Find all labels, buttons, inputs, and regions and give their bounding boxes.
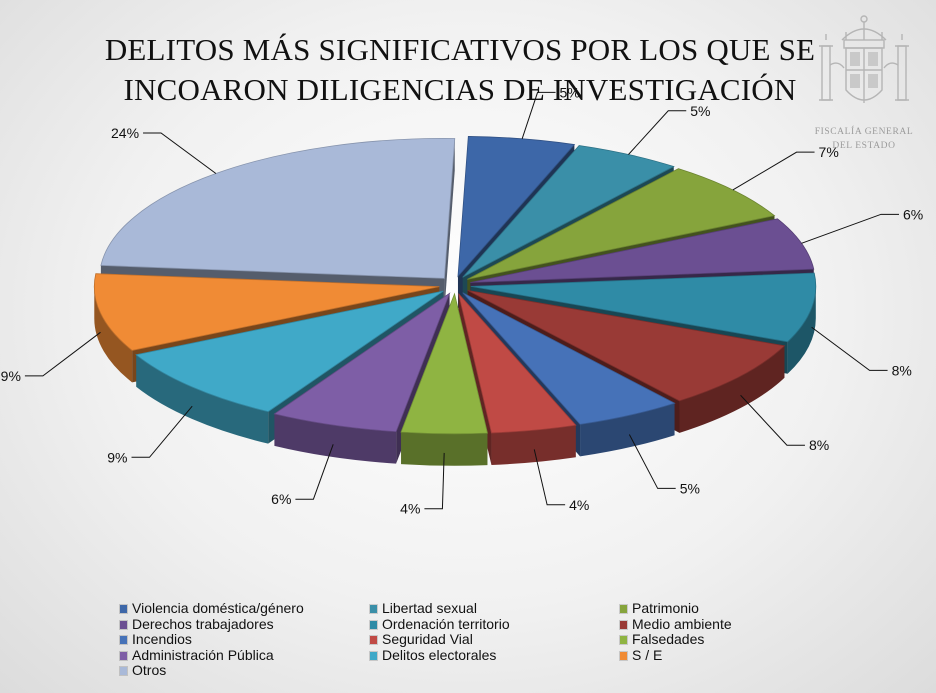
leader-line (295, 444, 334, 500)
leader-line (143, 132, 217, 174)
data-label: 24% (111, 125, 139, 141)
pie-slice-seguridad-vial (458, 293, 577, 434)
legend-item-falsedades: Falsedades (620, 632, 704, 647)
pie-slice-falsedades (400, 292, 488, 435)
pie-slice-rim-administracion-publica (274, 413, 397, 464)
pie-slice-s-e (93, 273, 440, 351)
data-label: 8% (809, 437, 829, 453)
leader-line (740, 394, 805, 446)
legend-swatch (120, 636, 127, 644)
chart-title: DELITOS MÁS SIGNIFICATIVOS POR LOS QUE S… (60, 30, 860, 110)
legend-label: Falsedades (632, 631, 705, 647)
emblem-text-line-2: DEL ESTADO (832, 141, 896, 151)
legend-label: Violencia doméstica/género (132, 600, 304, 616)
legend-swatch (120, 651, 127, 660)
data-label: 8% (892, 362, 912, 378)
legend-label: Otros (132, 662, 167, 678)
data-label: 5% (690, 103, 710, 119)
legend-item-medio-ambiente: Medio ambiente (620, 615, 732, 632)
leader-line (811, 326, 888, 371)
leader-line (732, 151, 815, 191)
legend-item-otros: Otros (120, 663, 166, 678)
pie-slice-rim-delitos-electorales (136, 354, 269, 444)
title-line-2: INCOARON DILIGENCIAS DE INVESTIGACIÓN (123, 72, 797, 107)
pie-slice-face-otros (444, 138, 455, 311)
pie-slice-tops (93, 136, 817, 435)
fiscalia-emblem: FISCALÍA GENERAL DEL ESTADO (808, 10, 920, 160)
legend-label: Incendios (132, 631, 192, 647)
leader-line (533, 449, 566, 506)
leader-line (424, 452, 445, 510)
legend-label: Seguridad Vial (382, 631, 473, 647)
legend-item-violencia-domestica-genero: Violencia doméstica/género (120, 601, 304, 616)
data-label: 5% (680, 480, 700, 496)
leader-line (24, 331, 101, 377)
leader-line (131, 405, 193, 458)
data-label: 6% (271, 491, 291, 507)
pie-slice-rim-medio-ambiente (679, 345, 785, 433)
leader-line (628, 110, 687, 155)
leader-line (628, 434, 676, 489)
pie-slice-administracion-publica (273, 292, 451, 433)
pie-slice-rim-incendios (580, 403, 675, 457)
data-label: 4% (400, 501, 420, 517)
emblem-text-line-1: FISCALÍA GENERAL (814, 127, 914, 137)
legend-item-incendios: Incendios (120, 632, 192, 647)
pie-slice-rim-seguridad-vial (491, 425, 576, 465)
legend-swatch (370, 620, 377, 629)
legend-label: Administración Pública (132, 646, 274, 663)
pie-slice-violencia-domestica-genero (457, 136, 576, 278)
legend-item-s-e: S / E (620, 646, 663, 663)
legend-item-administracion-publica: Administración Pública (120, 646, 274, 663)
legend-label: Derechos trabajadores (132, 615, 274, 632)
legend-swatch (120, 605, 127, 613)
data-label: 9% (107, 449, 127, 465)
data-label: 4% (569, 497, 589, 513)
legend-swatch (620, 651, 627, 660)
pie-slice-rim-falsedades (401, 432, 488, 466)
data-labels: 5% 5% 7% 6% 8% 8% 5% 4% 4% 6% 9% 9% 24% (1, 84, 924, 516)
pie-slice-patrimonio (467, 168, 776, 280)
coat-of-arms-icon (819, 15, 909, 103)
legend-swatch (370, 636, 377, 644)
pie-slice-rim-ordenacion-territorio (787, 286, 816, 374)
legend-item-libertad-sexual: Libertad sexual (370, 601, 477, 616)
legend-swatch (370, 651, 377, 660)
pie-slice-ordenacion-territorio (470, 272, 817, 343)
legend-item-patrimonio: Patrimonio (620, 601, 699, 616)
pie-slice-medio-ambiente (467, 289, 786, 402)
legend-label: Patrimonio (632, 600, 699, 616)
legend-swatch (120, 620, 127, 629)
pie-slice-delitos-electorales (135, 290, 444, 413)
pie-chart: 5% 5% 7% 6% 8% 8% 5% 4% 4% 6% 9% 9% 24% (1, 84, 924, 516)
data-label: 9% (1, 368, 21, 384)
legend-swatch (620, 605, 627, 613)
leader-line (801, 213, 900, 244)
legend-item-delitos-electorales: Delitos electorales (370, 646, 497, 663)
data-label: 7% (819, 144, 839, 160)
legend-label: Libertad sexual (382, 600, 477, 616)
legend-swatch (620, 636, 627, 644)
pie-slice-derechos-trabajadores (470, 218, 815, 283)
legend-label: Ordenación territorio (382, 615, 510, 632)
data-label: 6% (903, 206, 923, 222)
legend-item-ordenacion-territorio: Ordenación territorio (370, 615, 510, 632)
pie-slice-incendios (462, 292, 676, 425)
leader-line (521, 91, 556, 139)
legend-item-seguridad-vial: Seguridad Vial (370, 632, 473, 647)
pie-slice-otros (100, 138, 456, 279)
legend-item-derechos-trabajadores: Derechos trabajadores (120, 615, 274, 632)
data-label: 5% (560, 84, 580, 100)
legend-label: Medio ambiente (632, 615, 732, 632)
pie-slice-rim-s-e (94, 286, 133, 383)
title-line-1: DELITOS MÁS SIGNIFICATIVOS POR LOS QUE S… (104, 32, 816, 67)
legend-label: Delitos electorales (382, 646, 497, 663)
legend-swatch (620, 620, 627, 629)
legend-swatch (120, 667, 127, 675)
legend-swatch (370, 605, 377, 613)
legend-label: S / E (632, 646, 663, 663)
